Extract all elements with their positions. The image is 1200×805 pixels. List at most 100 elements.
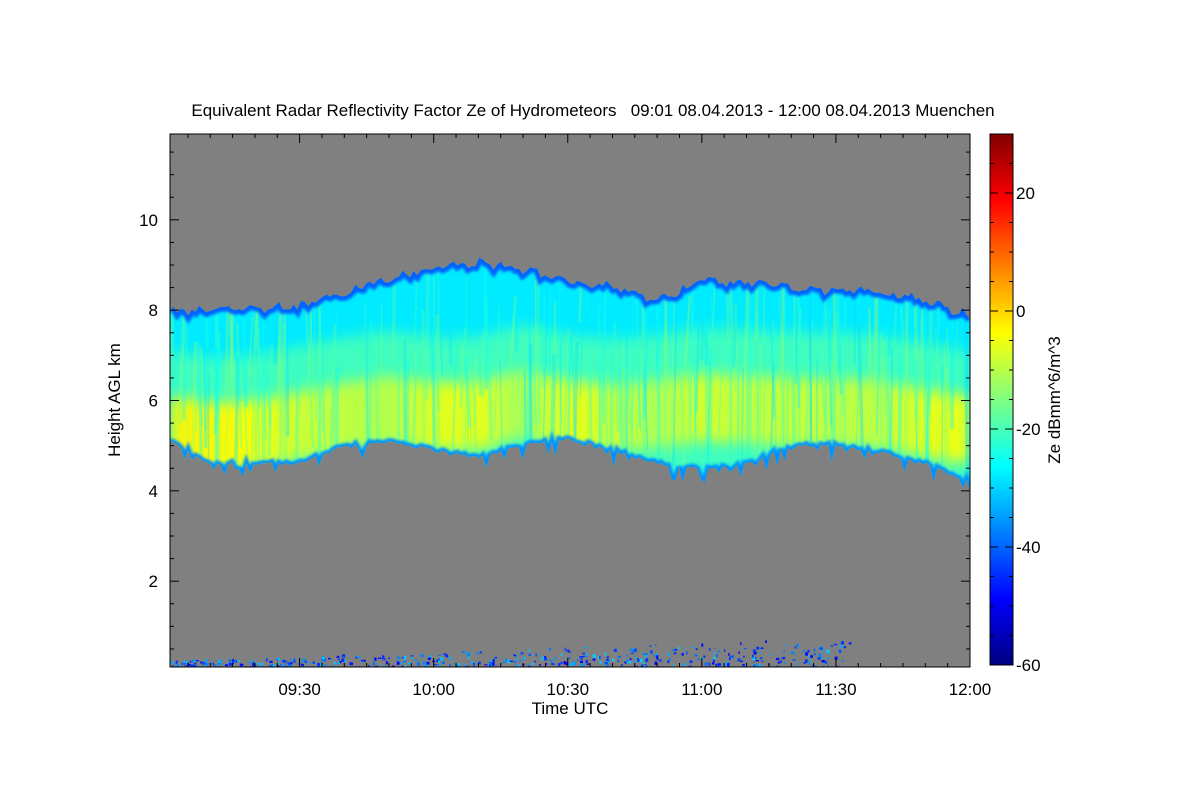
clutter-point [345, 660, 347, 663]
clutter-point [752, 655, 754, 658]
clutter-point [415, 660, 418, 662]
clutter-point [821, 651, 824, 652]
clutter-point [744, 648, 747, 649]
clutter-point [434, 664, 437, 665]
clutter-point [671, 650, 674, 651]
x-tick-label: 11:30 [815, 680, 856, 699]
clutter-point [249, 662, 251, 664]
clutter-point [644, 664, 646, 665]
clutter-point [438, 660, 440, 663]
cloud-streak [751, 372, 752, 444]
clutter-point [581, 663, 584, 666]
clutter-point [797, 644, 799, 647]
colorbar-tick-label: -60 [1016, 656, 1041, 675]
clutter-point [637, 658, 638, 659]
clutter-point [825, 661, 827, 664]
clutter-point [709, 648, 710, 651]
clutter-point [288, 662, 290, 665]
clutter-point [778, 661, 780, 663]
clutter-point [222, 663, 224, 664]
clutter-point [691, 647, 694, 648]
clutter-point [184, 665, 187, 666]
clutter-point [714, 647, 715, 649]
clutter-point [446, 654, 448, 657]
clutter-point [641, 665, 644, 667]
clutter-point [727, 662, 728, 663]
clutter-point [761, 661, 765, 662]
clutter-point [650, 645, 652, 647]
clutter-point [516, 655, 518, 658]
clutter-point [474, 663, 475, 666]
clutter-point [705, 663, 708, 665]
clutter-point [650, 650, 652, 653]
clutter-point [583, 656, 585, 658]
clutter-point [514, 655, 516, 656]
clutter-point [302, 664, 304, 666]
colorbar-tick-label: -40 [1016, 538, 1041, 557]
clutter-point [350, 662, 353, 665]
clutter-point [632, 650, 633, 652]
clutter-point [278, 663, 280, 664]
clutter-point [606, 659, 609, 661]
cloud-streak [426, 259, 428, 400]
clutter-point [280, 664, 281, 667]
clutter-point [342, 656, 345, 658]
clutter-point [571, 663, 574, 666]
clutter-point [614, 649, 617, 652]
cloud-streak [834, 266, 836, 470]
clutter-point [682, 653, 684, 656]
clutter-point [428, 658, 431, 660]
clutter-point [586, 663, 589, 664]
y-tick-label: 2 [149, 572, 158, 591]
clutter-point [302, 659, 304, 662]
clutter-point [828, 653, 830, 655]
x-tick-label: 10:00 [412, 680, 455, 699]
clutter-point [673, 664, 674, 667]
clutter-point [709, 663, 711, 666]
clutter-point [568, 652, 571, 653]
clutter-point [621, 664, 622, 666]
clutter-point [551, 663, 554, 665]
clutter-point [634, 657, 637, 659]
clutter-point [290, 659, 291, 661]
clutter-point [592, 659, 594, 661]
cloud-streak [206, 297, 208, 448]
clutter-point [561, 653, 563, 656]
cloud-streak [517, 267, 518, 351]
clutter-point [334, 662, 336, 665]
clutter-point [637, 659, 639, 661]
clutter-point [724, 649, 725, 652]
clutter-point [818, 653, 821, 656]
clutter-point [678, 647, 680, 649]
clutter-point [809, 662, 811, 665]
clutter-point [452, 661, 453, 662]
clutter-point [484, 664, 487, 665]
clutter-point [541, 657, 543, 660]
clutter-point [396, 660, 399, 662]
clutter-point [476, 652, 479, 654]
clutter-point [810, 655, 813, 658]
clutter-point [640, 659, 643, 662]
cloud-streak [284, 293, 285, 479]
clutter-point [236, 660, 237, 662]
cloud-streak [824, 297, 827, 361]
clutter-point [278, 658, 281, 661]
clutter-point [802, 651, 806, 652]
clutter-point [841, 641, 844, 644]
clutter-point [759, 652, 761, 653]
clutter-point [643, 654, 646, 655]
clutter-point [381, 664, 382, 665]
clutter-point [551, 660, 553, 663]
clutter-point [727, 663, 730, 667]
clutter-point [294, 661, 295, 663]
clutter-point [698, 658, 700, 660]
clutter-point [493, 659, 495, 662]
clutter-point [814, 649, 816, 652]
clutter-point [364, 660, 365, 662]
clutter-point [513, 654, 515, 655]
clutter-point [634, 649, 637, 653]
clutter-point [728, 653, 730, 656]
cloud-streak [843, 342, 844, 414]
clutter-point [503, 662, 505, 664]
